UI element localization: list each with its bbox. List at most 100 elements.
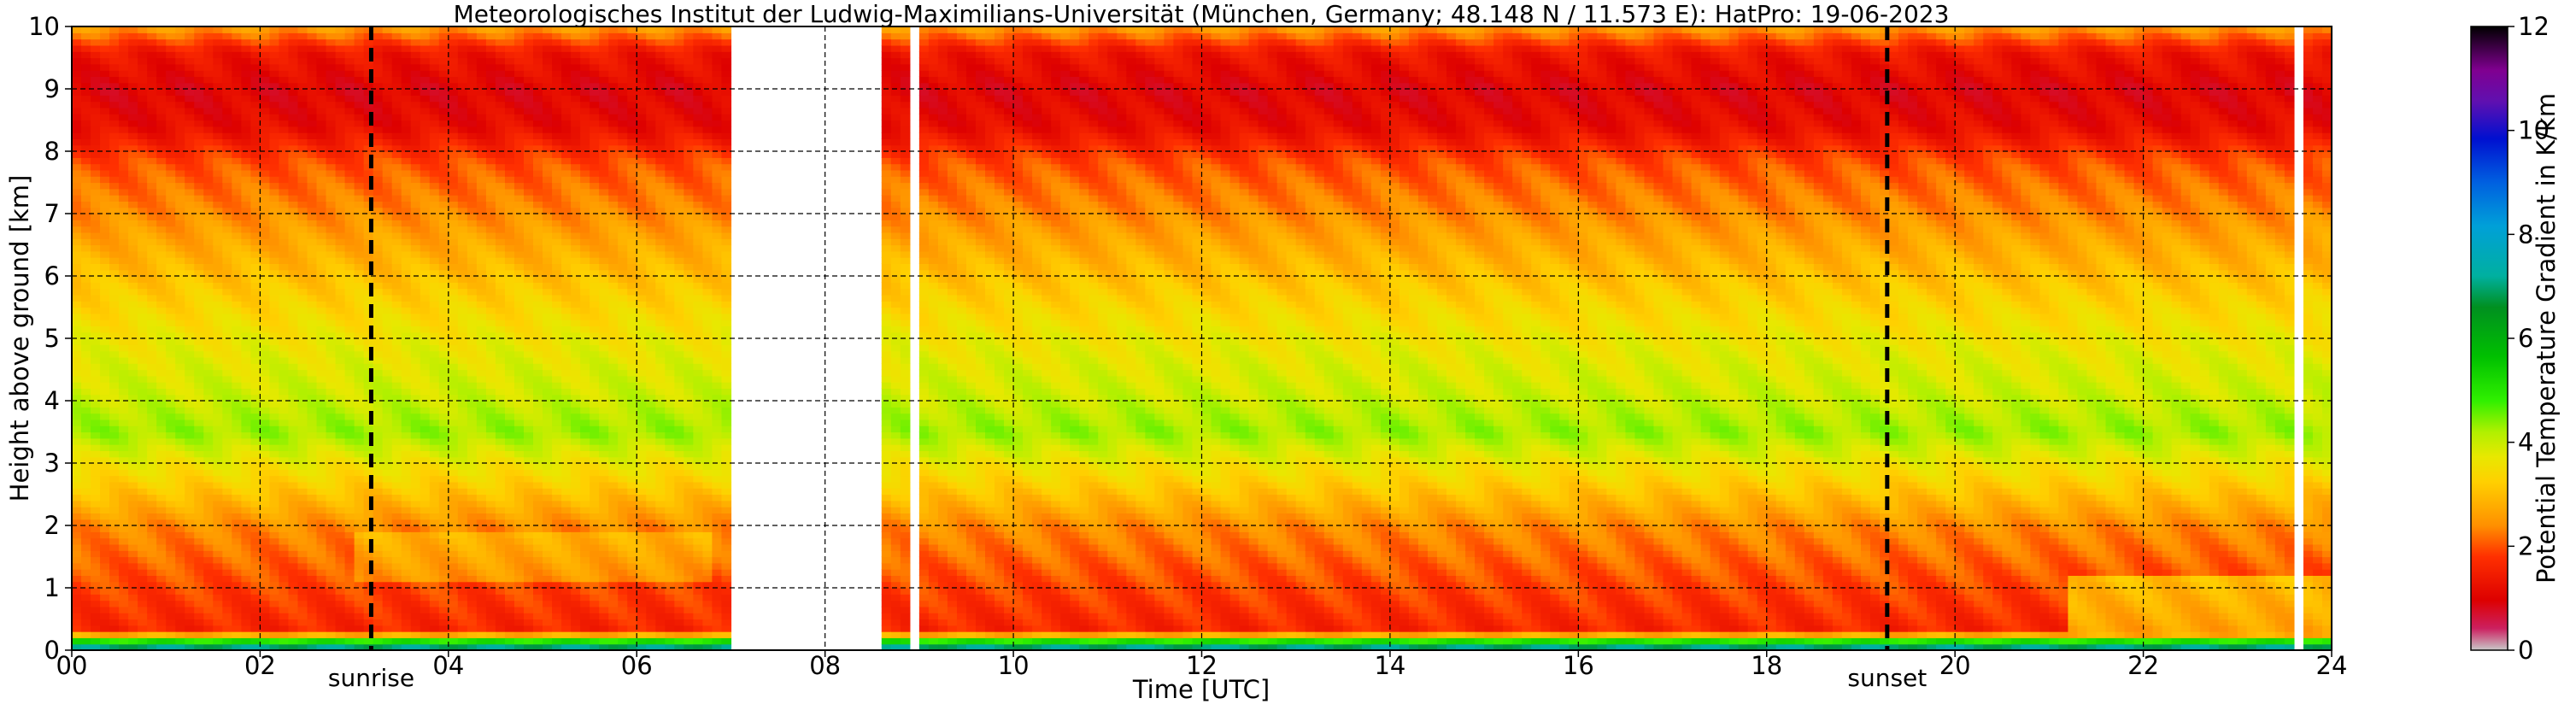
heatmap-cell [505, 226, 515, 233]
heatmap-cell [308, 39, 318, 46]
heatmap-cell [147, 544, 157, 551]
heatmap-cell [213, 501, 223, 507]
heatmap-cell [355, 407, 365, 414]
heatmap-cell [128, 550, 138, 557]
heatmap-cell [467, 588, 478, 595]
heatmap-cell [147, 531, 157, 538]
heatmap-cell [260, 102, 270, 109]
heatmap-cell [458, 132, 468, 139]
heatmap-cell [458, 176, 468, 183]
heatmap-cell [194, 251, 204, 258]
heatmap-cell [449, 157, 459, 164]
heatmap-cell [72, 557, 82, 564]
heatmap-cell [420, 32, 431, 39]
heatmap-cell [222, 488, 232, 495]
heatmap-cell [355, 276, 365, 283]
heatmap-cell [241, 95, 251, 102]
heatmap-cell [336, 289, 346, 296]
heatmap-cell [496, 495, 506, 502]
heatmap-cell [166, 613, 176, 619]
heatmap-cell [505, 289, 515, 296]
heatmap-cell [533, 170, 543, 177]
heatmap-cell [355, 501, 365, 507]
heatmap-cell [308, 463, 318, 470]
heatmap-cell [138, 157, 148, 164]
heatmap-cell [241, 550, 251, 557]
heatmap-cell [496, 438, 506, 445]
heatmap-cell [194, 64, 204, 71]
heatmap-cell [326, 320, 337, 326]
heatmap-cell [269, 463, 279, 470]
heatmap-cell [250, 126, 261, 133]
heatmap-cell [458, 251, 468, 258]
heatmap-cell [109, 214, 120, 220]
heatmap-cell [185, 619, 195, 626]
heatmap-cell [194, 482, 204, 489]
heatmap-cell [222, 70, 232, 77]
heatmap-cell [298, 525, 308, 532]
heatmap-cell [524, 531, 534, 538]
heatmap-cell [138, 525, 148, 532]
heatmap-cell [458, 70, 468, 77]
heatmap-cell [175, 314, 185, 320]
heatmap-cell [156, 108, 167, 114]
heatmap-cell [467, 370, 478, 377]
heatmap-cell [420, 76, 431, 83]
heatmap-cell [411, 220, 421, 226]
heatmap-cell [439, 226, 449, 233]
heatmap-cell [336, 308, 346, 314]
heatmap-cell [317, 569, 327, 576]
heatmap-cell [402, 619, 412, 626]
heatmap-cell [505, 501, 515, 507]
heatmap-cell [486, 501, 496, 507]
heatmap-cell [449, 76, 459, 83]
heatmap-cell [175, 625, 185, 632]
heatmap-cell [336, 476, 346, 483]
heatmap-cell [166, 450, 176, 457]
heatmap-cell [373, 51, 384, 58]
heatmap-cell [241, 613, 251, 619]
heatmap-cell [524, 289, 534, 296]
heatmap-cell [72, 238, 82, 245]
heatmap-cell [222, 501, 232, 507]
heatmap-cell [411, 95, 421, 102]
heatmap-cell [241, 263, 251, 270]
heatmap-cell [128, 95, 138, 102]
heatmap-cell [326, 138, 337, 145]
heatmap-cell [91, 164, 101, 171]
heatmap-cell [505, 607, 515, 613]
heatmap-cell [100, 195, 110, 202]
heatmap-cell [250, 525, 261, 532]
heatmap-cell [72, 138, 82, 145]
heatmap-cell [91, 388, 101, 395]
heatmap-cell [250, 176, 261, 183]
heatmap-cell [298, 308, 308, 314]
heatmap-cell [486, 563, 496, 570]
heatmap-cell [449, 120, 459, 127]
heatmap-cell [194, 525, 204, 532]
heatmap-cell [533, 631, 543, 638]
heatmap-cell [308, 320, 318, 326]
heatmap-cell [241, 70, 251, 77]
heatmap-cell [175, 151, 185, 158]
heatmap-cell [326, 450, 337, 457]
heatmap-cell [402, 232, 412, 239]
heatmap-cell [345, 39, 355, 46]
heatmap-cell [166, 631, 176, 638]
heatmap-cell [355, 251, 365, 258]
heatmap-cell [383, 126, 393, 133]
heatmap-cell [175, 301, 185, 308]
heatmap-cell [260, 64, 270, 71]
heatmap-cell [430, 637, 440, 644]
heatmap-cell [279, 76, 289, 83]
heatmap-cell [355, 525, 365, 532]
heatmap-cell [308, 444, 318, 451]
heatmap-cell [449, 631, 459, 638]
heatmap-cell [175, 120, 185, 127]
heatmap-cell [355, 363, 365, 370]
heatmap-cell [505, 631, 515, 638]
heatmap-cell [486, 550, 496, 557]
heatmap-cell [288, 432, 298, 439]
heatmap-cell [279, 563, 289, 570]
heatmap-cell [279, 619, 289, 626]
